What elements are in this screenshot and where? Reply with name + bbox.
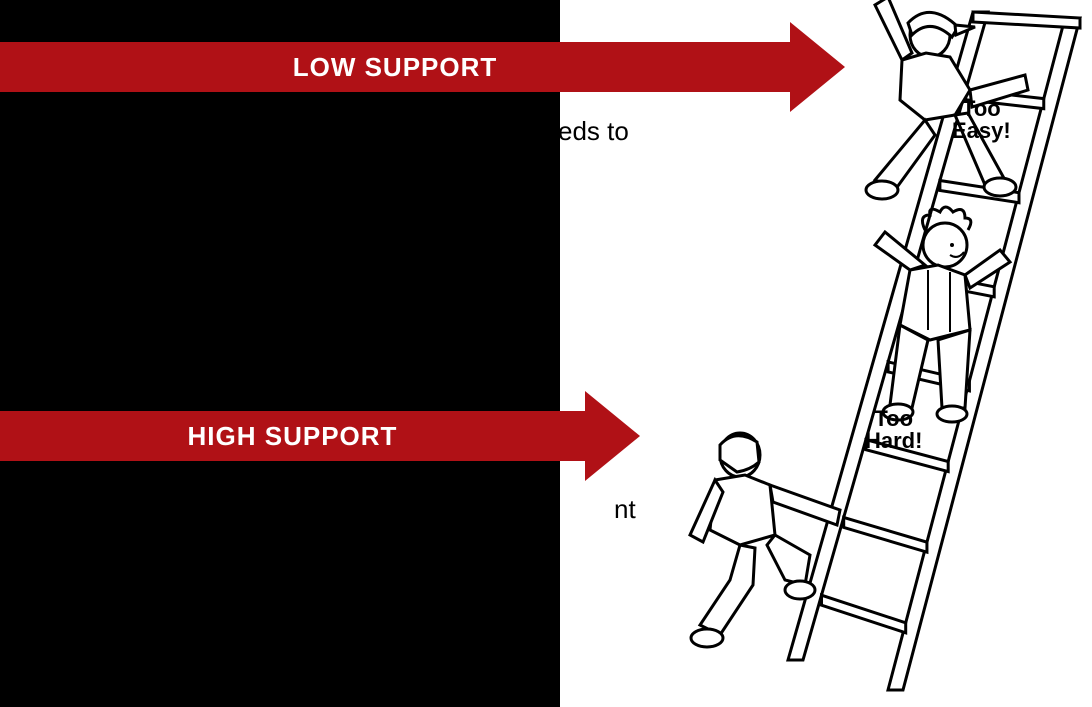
too-hard-label: Too Hard! — [865, 408, 922, 452]
too-easy-label: Too Easy! — [952, 98, 1011, 142]
black-panel — [0, 0, 560, 707]
ladder-illustration — [660, 0, 1092, 707]
low-support-label: LOW SUPPORT — [293, 52, 498, 83]
arrow-head-icon — [585, 391, 640, 481]
high-support-arrow: HIGH SUPPORT — [0, 411, 640, 461]
high-support-label: HIGH SUPPORT — [188, 421, 398, 452]
kid-bottom — [690, 433, 840, 647]
